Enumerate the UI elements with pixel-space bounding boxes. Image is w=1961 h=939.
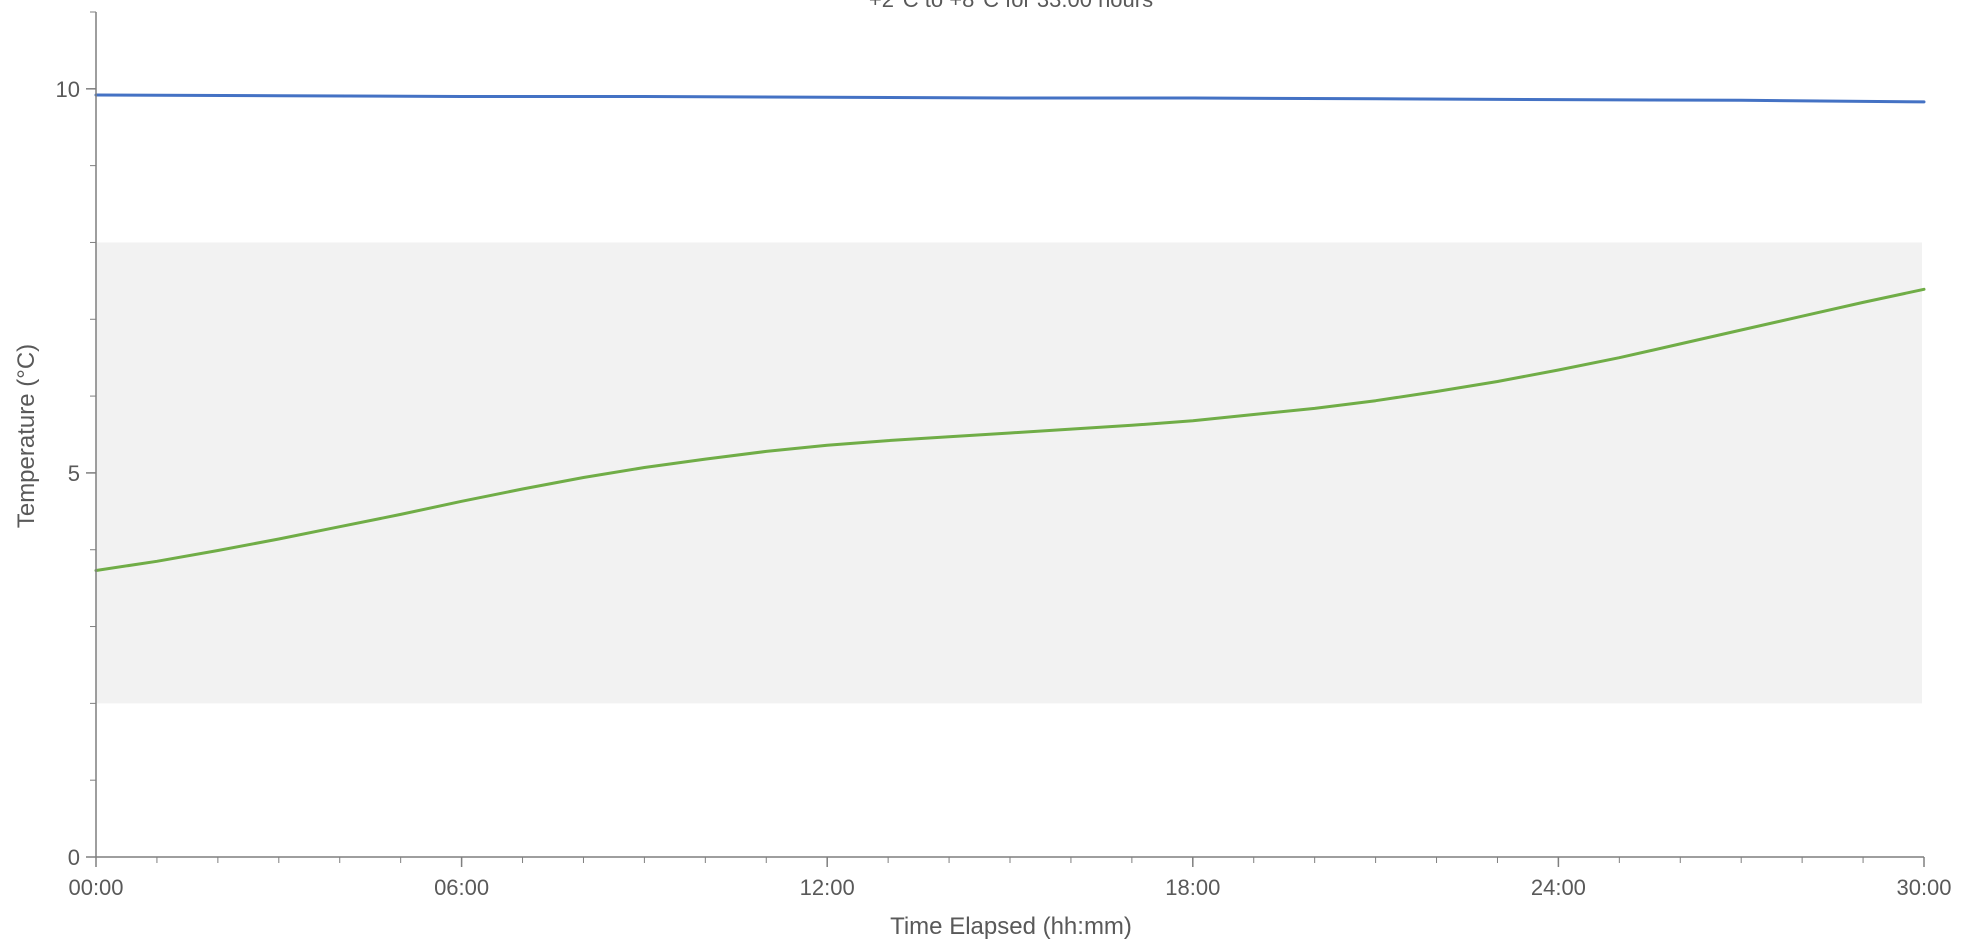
band-layer [96,242,1922,704]
series-line-1 [94,93,1926,104]
y-axis-label: Temperature (°C) [13,344,40,528]
series-layer [94,93,1926,572]
axis-layer: 0 5 10 00:00 06:00 12:00 18:00 24:00 30:00 [56,11,1952,900]
x-tick-label: 24:00 [1531,875,1586,900]
y-tick-label: 5 [68,461,80,486]
y-tick-label: 10 [56,77,80,102]
chart-title: +2°C to +8°C for 33:00 hours [869,0,1153,12]
x-tick-label: 30:00 [1896,875,1951,900]
x-tick-label: 00:00 [68,875,123,900]
x-tick-label: 06:00 [434,875,489,900]
acceptable-range-band [96,242,1922,704]
series-line-2 [94,287,1926,572]
y-tick-label: 0 [68,845,80,870]
x-tick-label: 18:00 [1165,875,1220,900]
x-axis-label: Time Elapsed (hh:mm) [890,913,1132,939]
x-tick-label: 12:00 [800,875,855,900]
